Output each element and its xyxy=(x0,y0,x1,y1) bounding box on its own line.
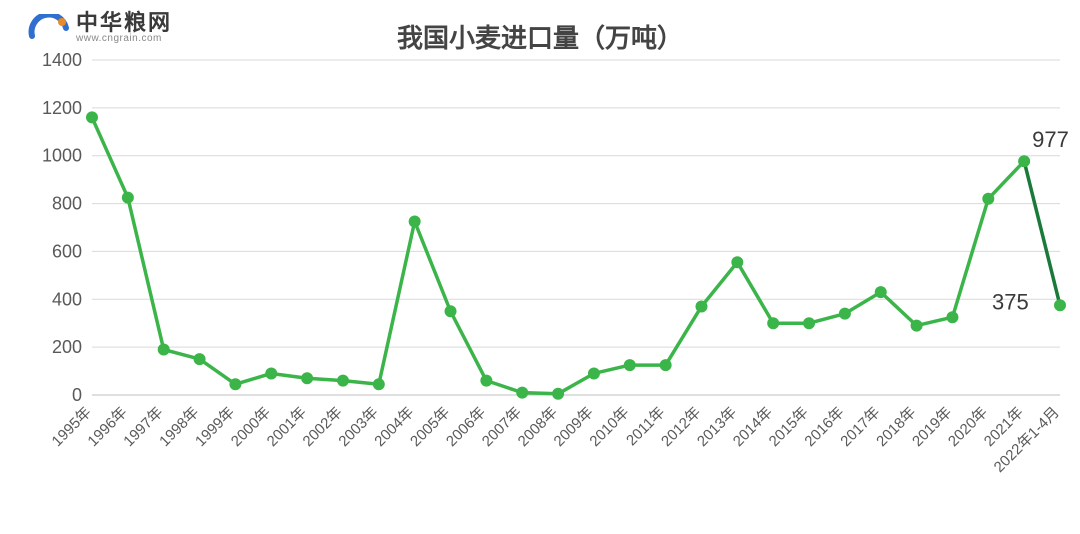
y-tick-label: 0 xyxy=(72,385,82,405)
data-point xyxy=(695,300,707,312)
data-point xyxy=(624,359,636,371)
data-series xyxy=(86,111,1066,399)
y-gridlines xyxy=(92,60,1060,395)
x-tick-label: 2015年 xyxy=(766,404,812,450)
x-tick-label: 2020年 xyxy=(945,404,991,450)
data-point xyxy=(516,387,528,399)
chart-container: 中华粮网 www.cngrain.com 我国小麦进口量（万吨） 0200400… xyxy=(0,0,1080,534)
data-point xyxy=(373,378,385,390)
x-tick-label: 2004年 xyxy=(371,404,417,450)
x-tick-label: 2000年 xyxy=(228,404,274,450)
data-point xyxy=(86,111,98,123)
data-point xyxy=(731,256,743,268)
data-point xyxy=(660,359,672,371)
x-tick-label: 2014年 xyxy=(730,404,776,450)
x-tick-label: 2008年 xyxy=(515,404,561,450)
data-point xyxy=(265,367,277,379)
data-point xyxy=(480,375,492,387)
data-point xyxy=(839,308,851,320)
data-point xyxy=(767,317,779,329)
data-point xyxy=(803,317,815,329)
x-tick-label: 1997年 xyxy=(120,404,166,450)
y-axis-ticks: 0 200 400 600 800 1000 1200 1400 xyxy=(42,50,82,405)
data-point xyxy=(1018,155,1030,167)
x-tick-label: 2013年 xyxy=(694,404,740,450)
data-point xyxy=(588,367,600,379)
x-tick-label: 2001年 xyxy=(264,404,310,450)
x-tick-label: 2018年 xyxy=(873,404,919,450)
x-tick-label: 2003年 xyxy=(335,404,381,450)
y-tick-label: 1000 xyxy=(42,146,82,166)
x-tick-label: 2016年 xyxy=(801,404,847,450)
x-tick-label: 2017年 xyxy=(837,404,883,450)
x-tick-label: 1996年 xyxy=(84,404,130,450)
x-axis-ticks: 1995年1996年1997年1998年1999年2000年2001年2002年… xyxy=(49,404,1063,476)
data-point xyxy=(911,320,923,332)
data-point xyxy=(552,388,564,400)
data-point xyxy=(194,353,206,365)
x-tick-label: 2002年 xyxy=(300,404,346,450)
x-tick-label: 1995年 xyxy=(49,404,95,450)
x-tick-label: 2007年 xyxy=(479,404,525,450)
data-point xyxy=(1054,299,1066,311)
x-tick-label: 1999年 xyxy=(192,404,238,450)
data-point xyxy=(982,193,994,205)
y-tick-label: 1200 xyxy=(42,98,82,118)
x-tick-label: 2009年 xyxy=(551,404,597,450)
x-tick-label: 2019年 xyxy=(909,404,955,450)
y-tick-label: 1400 xyxy=(42,50,82,70)
data-point xyxy=(409,216,421,228)
data-point xyxy=(229,378,241,390)
data-point xyxy=(301,372,313,384)
x-tick-label: 2006年 xyxy=(443,404,489,450)
data-point xyxy=(875,286,887,298)
y-tick-label: 800 xyxy=(52,194,82,214)
value-annotation: 375 xyxy=(992,289,1029,314)
data-point xyxy=(445,305,457,317)
y-tick-label: 200 xyxy=(52,337,82,357)
x-tick-label: 2012年 xyxy=(658,404,704,450)
x-tick-label: 2010年 xyxy=(586,404,632,450)
y-tick-label: 400 xyxy=(52,289,82,309)
x-tick-label: 2005年 xyxy=(407,404,453,450)
chart-svg: 0 200 400 600 800 1000 1200 1400 1995年1996年1997… xyxy=(0,0,1080,534)
line-main xyxy=(92,117,1024,393)
data-point xyxy=(946,311,958,323)
x-tick-label: 1998年 xyxy=(156,404,202,450)
value-annotation: 977 xyxy=(1032,127,1069,152)
data-point xyxy=(158,344,170,356)
data-point xyxy=(337,375,349,387)
y-tick-label: 600 xyxy=(52,241,82,261)
data-point xyxy=(122,192,134,204)
line-last-segment xyxy=(1024,161,1060,305)
